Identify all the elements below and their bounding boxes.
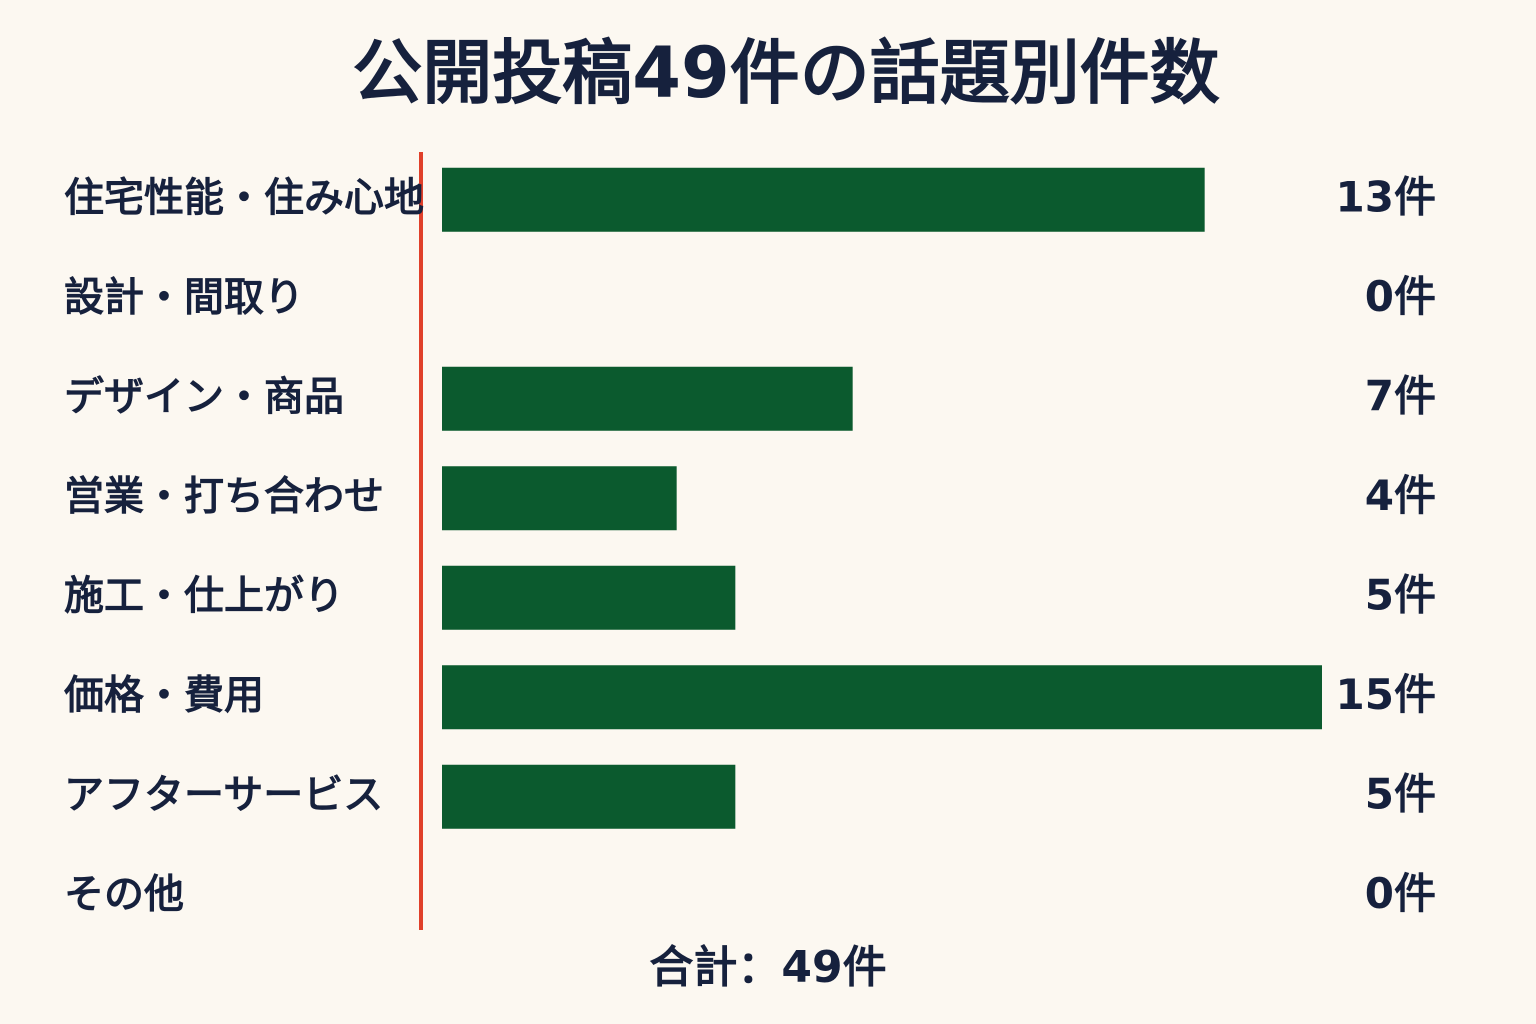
value-label: 4件	[1365, 471, 1436, 520]
value-label: 13件	[1336, 172, 1436, 221]
category-label: アフターサービス	[64, 772, 383, 818]
bar	[442, 366, 853, 431]
value-label: 5件	[1365, 769, 1436, 818]
category-label: デザイン・商品	[64, 374, 344, 420]
value-label: 15件	[1336, 670, 1436, 719]
category-label: 設計・間取り	[64, 274, 304, 320]
value-label: 5件	[1365, 570, 1436, 619]
value-label: 0件	[1365, 272, 1436, 321]
bar	[442, 764, 736, 829]
category-label: 施工・仕上がり	[64, 573, 344, 619]
bar	[442, 565, 736, 630]
category-label: 価格・費用	[63, 672, 264, 718]
category-label: 営業・打ち合わせ	[64, 473, 384, 519]
category-label: その他	[64, 871, 184, 917]
bar	[442, 167, 1205, 232]
bar	[442, 665, 1322, 730]
chart-title: 公開投稿49件の話題別件数	[352, 32, 1219, 114]
category-label: 住宅性能・住み心地	[64, 175, 424, 221]
value-label: 7件	[1365, 371, 1436, 420]
total-label: 合計：49件	[649, 942, 886, 993]
bar	[442, 466, 677, 531]
value-label: 0件	[1365, 869, 1436, 918]
